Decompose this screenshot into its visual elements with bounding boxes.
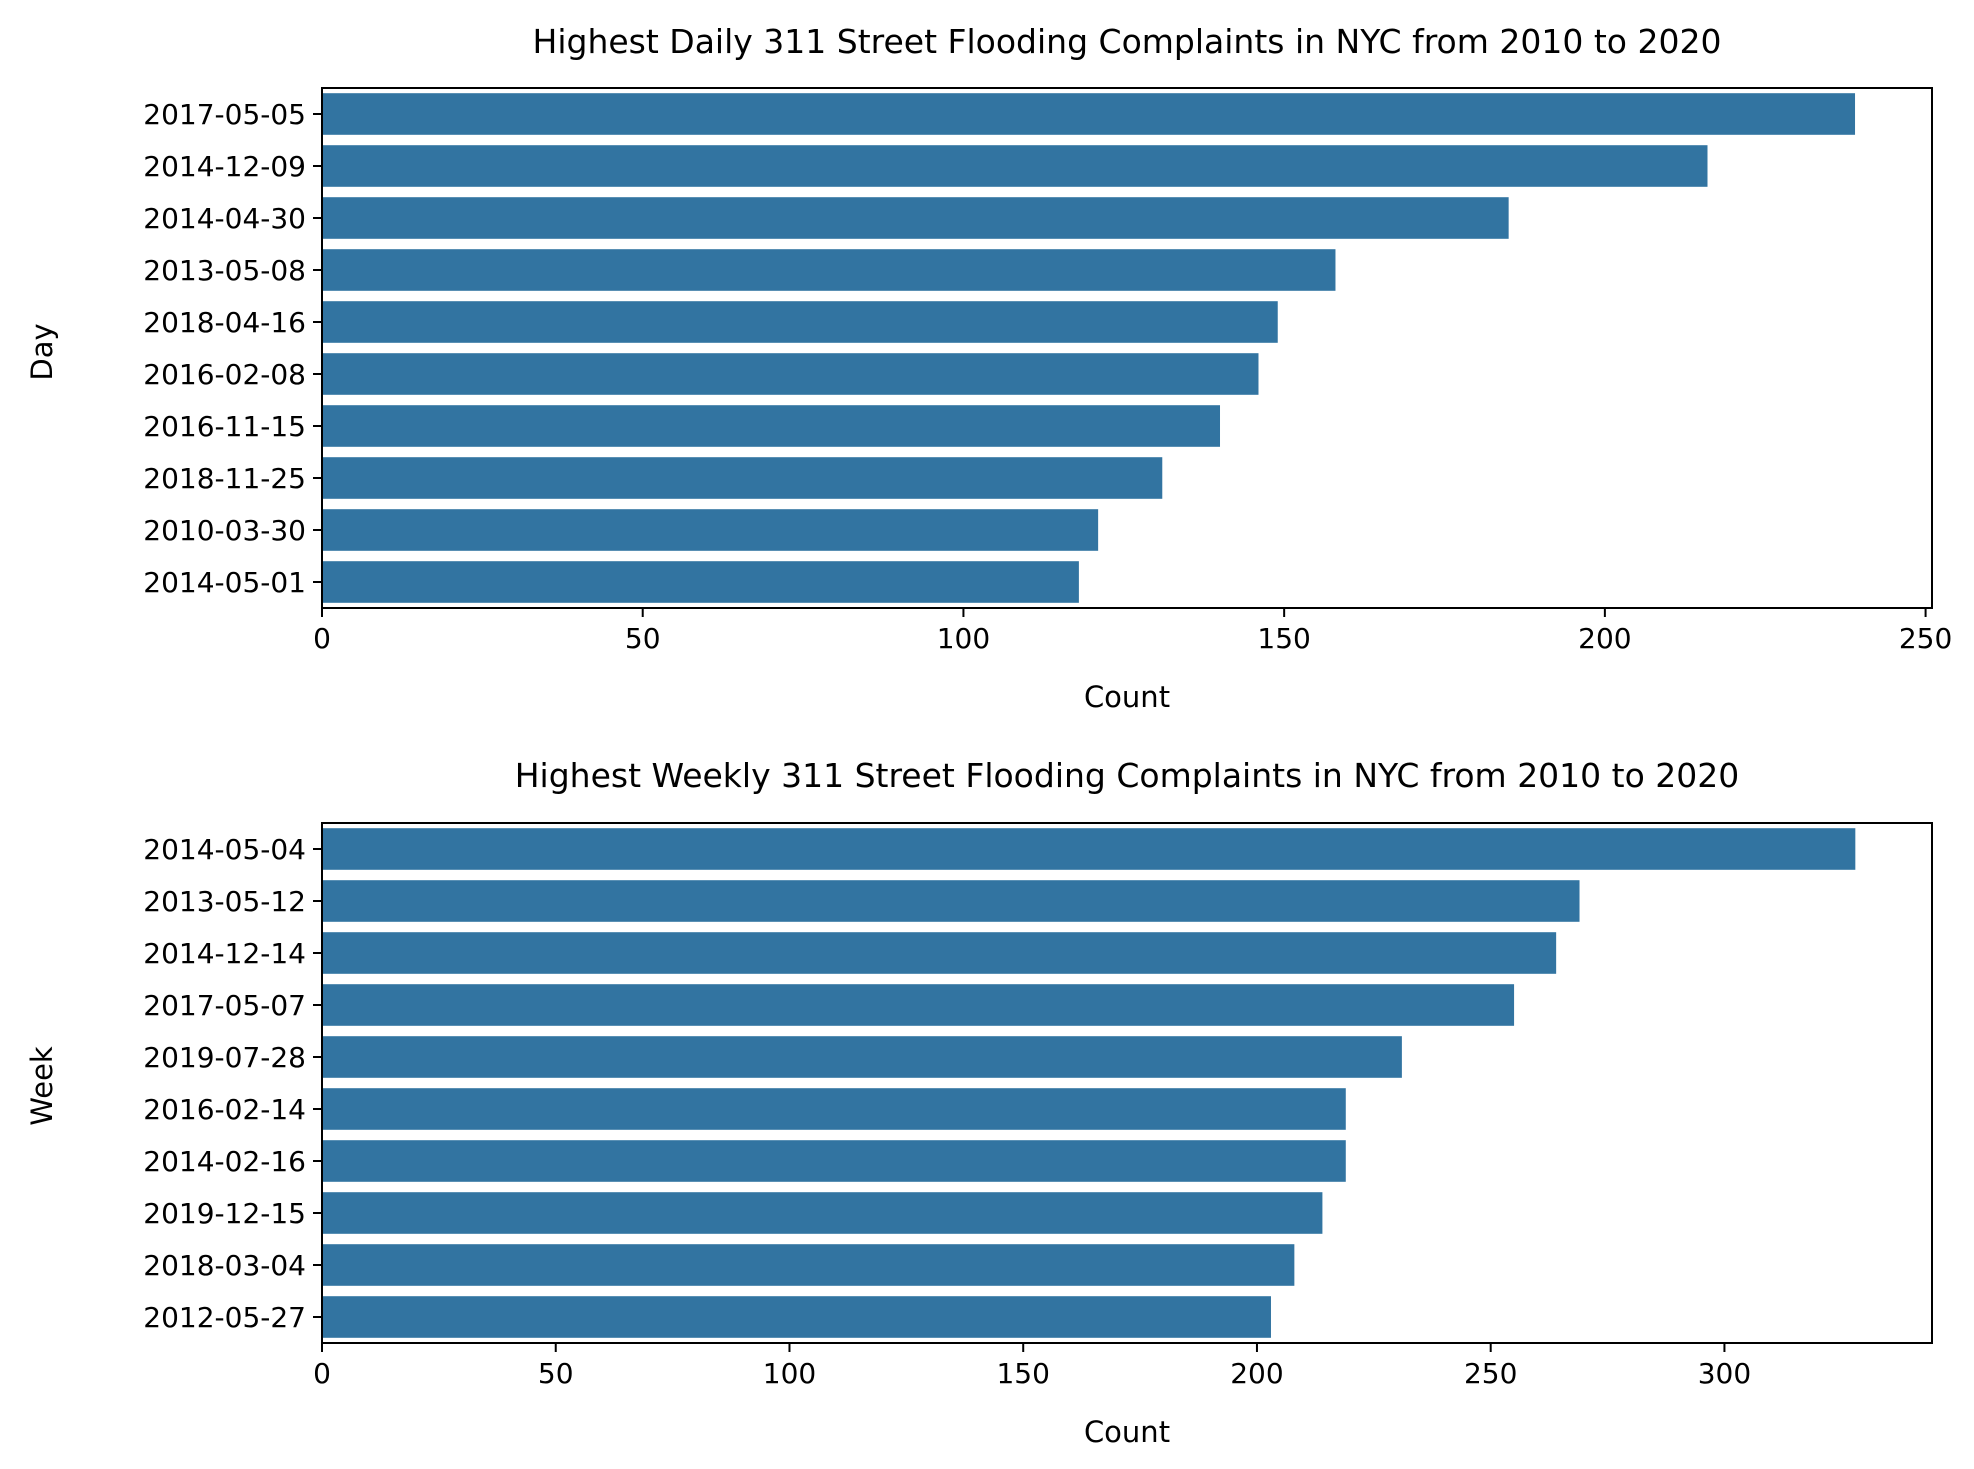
bar bbox=[322, 880, 1580, 922]
y-tick-label: 2018-03-04 bbox=[143, 1249, 306, 1282]
chart-title: Highest Daily 311 Street Flooding Compla… bbox=[533, 22, 1722, 61]
y-tick-label: 2016-02-14 bbox=[143, 1093, 306, 1126]
y-tick-label: 2017-05-05 bbox=[143, 98, 306, 131]
plot-frame bbox=[321, 87, 1933, 609]
bar bbox=[322, 1192, 1323, 1234]
y-tick-label: 2014-05-01 bbox=[143, 566, 306, 599]
x-tick-label: 250 bbox=[1899, 622, 1952, 655]
bar bbox=[322, 1296, 1271, 1338]
chart-title: Highest Weekly 311 Street Flooding Compl… bbox=[515, 756, 1740, 795]
x-tick-label: 100 bbox=[937, 622, 990, 655]
plot-frame bbox=[321, 822, 1933, 1344]
bar bbox=[322, 197, 1509, 239]
bar bbox=[322, 561, 1079, 603]
x-tick-label: 200 bbox=[1578, 622, 1631, 655]
x-tick-label: 150 bbox=[996, 1357, 1049, 1390]
x-tick-label: 50 bbox=[538, 1357, 574, 1390]
y-tick-label: 2012-05-27 bbox=[143, 1301, 306, 1334]
bar bbox=[322, 405, 1221, 447]
y-tick-label: 2013-05-12 bbox=[143, 885, 306, 918]
x-tick-label: 50 bbox=[625, 622, 661, 655]
y-tick-label: 2018-11-25 bbox=[143, 462, 306, 495]
bar bbox=[322, 1036, 1402, 1078]
daily-complaints-chart: Highest Daily 311 Street Flooding Compla… bbox=[25, 22, 1952, 714]
bar bbox=[322, 984, 1515, 1026]
bar bbox=[322, 932, 1557, 974]
y-tick-label: 2019-07-28 bbox=[143, 1041, 306, 1074]
y-tick-label: 2016-02-08 bbox=[143, 358, 306, 391]
y-tick-label: 2013-05-08 bbox=[143, 254, 306, 287]
y-tick-label: 2014-02-16 bbox=[143, 1145, 306, 1178]
x-tick-label: 150 bbox=[1257, 622, 1310, 655]
bar bbox=[322, 145, 1708, 187]
bar bbox=[322, 1088, 1346, 1130]
bar bbox=[322, 509, 1099, 551]
x-tick-label: 200 bbox=[1230, 1357, 1283, 1390]
x-axis-label: Count bbox=[1084, 1415, 1170, 1449]
x-tick-label: 0 bbox=[313, 622, 331, 655]
bar bbox=[322, 93, 1856, 135]
y-tick-label: 2016-11-15 bbox=[143, 410, 306, 443]
y-tick-label: 2018-04-16 bbox=[143, 306, 306, 339]
y-axis-label: Week bbox=[25, 1046, 59, 1126]
y-tick-label: 2010-03-30 bbox=[143, 514, 306, 547]
x-tick-label: 0 bbox=[313, 1357, 331, 1390]
y-tick-label: 2014-04-30 bbox=[143, 202, 306, 235]
y-tick-label: 2017-05-07 bbox=[143, 989, 306, 1022]
x-tick-label: 250 bbox=[1464, 1357, 1517, 1390]
x-axis-label: Count bbox=[1084, 680, 1170, 714]
y-tick-label: 2019-12-15 bbox=[143, 1197, 306, 1230]
weekly-complaints-chart: Highest Weekly 311 Street Flooding Compl… bbox=[25, 756, 1933, 1449]
y-tick-label: 2014-05-04 bbox=[143, 833, 306, 866]
bar bbox=[322, 301, 1278, 343]
y-tick-label: 2014-12-14 bbox=[143, 937, 306, 970]
bar bbox=[322, 457, 1163, 499]
y-tick-label: 2014-12-09 bbox=[143, 150, 306, 183]
bar bbox=[322, 828, 1856, 870]
x-tick-label: 300 bbox=[1698, 1357, 1751, 1390]
bar bbox=[322, 1140, 1346, 1182]
bar bbox=[322, 353, 1259, 395]
x-tick-label: 100 bbox=[763, 1357, 816, 1390]
y-axis-label: Day bbox=[25, 323, 59, 380]
bar bbox=[322, 1244, 1295, 1286]
bar bbox=[322, 249, 1336, 291]
